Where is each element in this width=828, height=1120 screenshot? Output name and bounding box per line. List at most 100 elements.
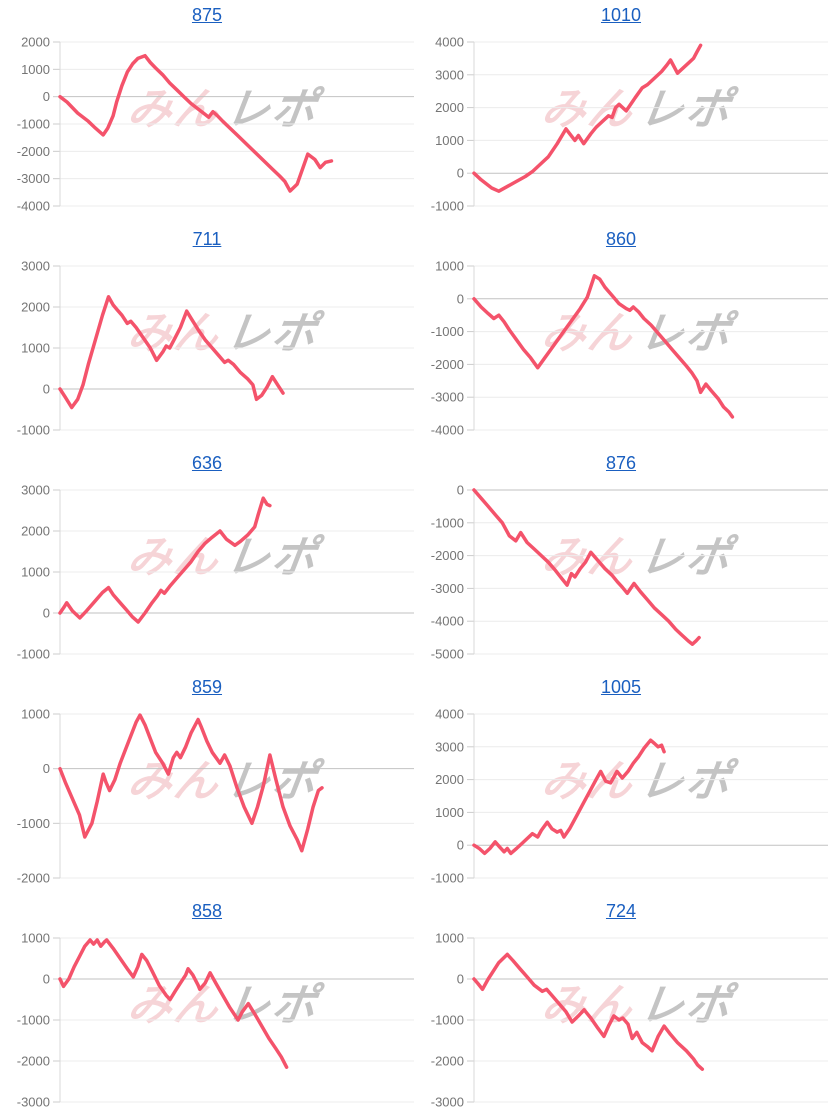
chart-title-row: 711 <box>0 229 414 250</box>
chart-title-row: 1010 <box>414 5 828 26</box>
y-tick-label: -1000 <box>431 199 464 214</box>
machine-number-link[interactable]: 724 <box>605 901 637 921</box>
y-tick-label: -2000 <box>17 1054 50 1069</box>
gridlines <box>467 937 828 1103</box>
y-tick-label: -1000 <box>17 816 50 831</box>
chart-title-row: 860 <box>414 229 828 250</box>
y-tick-label: 2000 <box>435 100 464 115</box>
chart-title-row: 1005 <box>414 677 828 698</box>
machine-number-link[interactable]: 1005 <box>600 677 642 697</box>
y-tick-label: 3000 <box>435 67 464 82</box>
gridlines <box>53 41 414 207</box>
y-tick-label: -3000 <box>431 390 464 405</box>
y-tick-label: 1000 <box>21 565 50 580</box>
y-tick-label: 4000 <box>435 707 464 722</box>
y-tick-label: 2000 <box>21 35 50 50</box>
line-chart: 0 -1000 -2000 -3000 -4000 -5000 <box>431 483 828 662</box>
chart-title-row: 876 <box>414 453 828 474</box>
chart-line <box>472 274 735 419</box>
y-tick-label: 1000 <box>21 931 50 946</box>
chart-tile: 636 みんレポ 3000 2000 1000 0 -1000 <box>0 448 414 672</box>
y-tick-label: 4000 <box>435 35 464 50</box>
chart-line <box>58 713 324 853</box>
y-axis-labels: 0 -1000 -2000 -3000 -4000 -5000 <box>431 483 464 662</box>
machine-number-link[interactable]: 876 <box>605 453 637 473</box>
y-tick-label: 2000 <box>21 524 50 539</box>
y-tick-label: 1000 <box>435 931 464 946</box>
y-tick-label: -2000 <box>431 1054 464 1069</box>
y-axis-labels: 1000 0 -1000 -2000 -3000 <box>431 931 464 1110</box>
machine-number-link[interactable]: 859 <box>191 677 223 697</box>
chart-tile: 860 みんレポ 1000 0 -1000 -2000 -3000 -4000 <box>414 224 828 448</box>
y-tick-label: 0 <box>43 89 50 104</box>
machine-number-link[interactable]: 860 <box>605 229 637 249</box>
y-tick-label: -5000 <box>431 647 464 662</box>
y-tick-label: -1000 <box>431 1013 464 1028</box>
y-axis-labels: 4000 3000 2000 1000 0 -1000 <box>431 707 464 886</box>
line-chart: 1000 0 -1000 -2000 -3000 <box>431 931 828 1110</box>
chart-line <box>472 738 666 856</box>
line-chart: 1000 0 -1000 -2000 <box>17 707 414 886</box>
y-tick-label: 3000 <box>21 483 50 498</box>
y-tick-label: -1000 <box>17 117 50 132</box>
chart-tile: 1010 みんレポ 4000 3000 2000 1000 0 -1000 <box>414 0 828 224</box>
gridlines <box>467 41 828 207</box>
y-tick-label: -1000 <box>17 1013 50 1028</box>
chart-title-row: 875 <box>0 5 414 26</box>
chart-line <box>58 496 272 624</box>
line-chart: 4000 3000 2000 1000 0 -1000 <box>431 707 828 886</box>
chart-tile: 858 みんレポ 1000 0 -1000 -2000 -3000 <box>0 896 414 1120</box>
machine-number-link[interactable]: 711 <box>192 229 222 249</box>
gridlines <box>467 713 828 879</box>
machine-number-link[interactable]: 1010 <box>600 5 642 25</box>
y-axis-labels: 3000 2000 1000 0 -1000 <box>17 483 50 662</box>
y-tick-label: 0 <box>43 972 50 987</box>
chart-tile: 859 みんレポ 1000 0 -1000 -2000 <box>0 672 414 896</box>
gridlines <box>53 265 414 431</box>
chart-title-row: 859 <box>0 677 414 698</box>
y-tick-label: -1000 <box>431 871 464 886</box>
y-tick-label: -2000 <box>17 144 50 159</box>
chart-line <box>472 952 705 1071</box>
y-tick-label: -3000 <box>431 1095 464 1110</box>
chart-title-row: 724 <box>414 901 828 922</box>
gridlines <box>467 265 828 431</box>
y-tick-label: -3000 <box>17 1095 50 1110</box>
y-axis-labels: 4000 3000 2000 1000 0 -1000 <box>431 35 464 214</box>
y-tick-label: 1000 <box>21 707 50 722</box>
chart-line <box>472 43 703 193</box>
machine-number-link[interactable]: 875 <box>191 5 223 25</box>
chart-tile: 876 みんレポ 0 -1000 -2000 -3000 -4000 -5000 <box>414 448 828 672</box>
line-chart: 1000 0 -1000 -2000 -3000 -4000 <box>431 259 828 438</box>
line-chart: 4000 3000 2000 1000 0 -1000 <box>431 35 828 214</box>
y-tick-label: -4000 <box>431 614 464 629</box>
chart-line <box>58 938 289 1069</box>
y-tick-label: 0 <box>457 291 464 306</box>
chart-tile: 875 みんレポ 2000 1000 0 -1000 -2000 -3000 -4000 <box>0 0 414 224</box>
y-tick-label: 1000 <box>435 259 464 274</box>
gridlines <box>53 937 414 1103</box>
gridlines <box>53 713 414 879</box>
y-tick-label: 3000 <box>435 739 464 754</box>
y-tick-label: 0 <box>457 166 464 181</box>
chart-tile: 724 みんレポ 1000 0 -1000 -2000 -3000 <box>414 896 828 1120</box>
y-tick-label: 0 <box>43 761 50 776</box>
y-tick-label: 0 <box>457 972 464 987</box>
chart-tile: 711 みんレポ 3000 2000 1000 0 -1000 <box>0 224 414 448</box>
machine-number-link[interactable]: 858 <box>191 901 223 921</box>
y-tick-label: 2000 <box>21 300 50 315</box>
y-tick-label: -4000 <box>17 199 50 214</box>
chart-line <box>58 295 285 410</box>
gridlines <box>467 489 828 655</box>
y-tick-label: -3000 <box>17 171 50 186</box>
y-tick-label: -1000 <box>431 515 464 530</box>
gridlines <box>53 489 414 655</box>
chart-line <box>472 488 701 646</box>
y-tick-label: -4000 <box>431 423 464 438</box>
line-chart: 1000 0 -1000 -2000 -3000 <box>17 931 414 1110</box>
machine-number-link[interactable]: 636 <box>191 453 223 473</box>
y-tick-label: 0 <box>457 483 464 498</box>
y-tick-label: -2000 <box>431 357 464 372</box>
y-tick-label: -2000 <box>431 548 464 563</box>
